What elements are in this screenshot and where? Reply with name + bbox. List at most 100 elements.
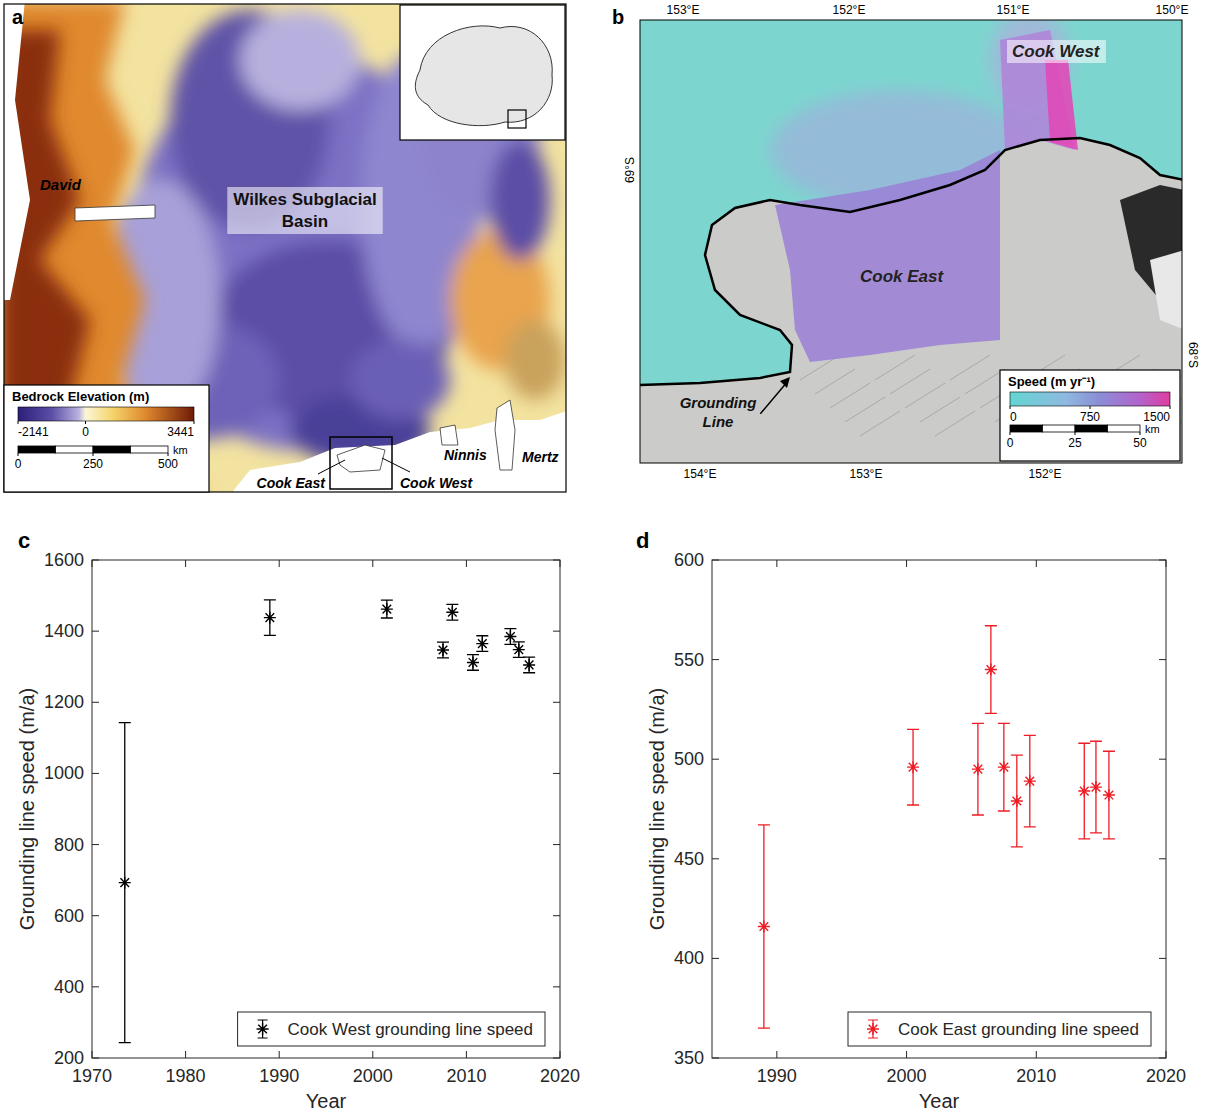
scale-unit: km [1145,423,1160,435]
grounding-label: GroundingLine [680,394,757,430]
x-tick-label: 2000 [353,1066,393,1086]
x-tick [1036,560,1037,567]
colorbar-tick [1090,406,1091,409]
x-tick [92,560,93,567]
data-point [523,659,535,671]
y-tick-label: 600 [674,550,704,570]
y-tick [712,560,719,561]
y-tick [1159,858,1166,859]
y-tick [92,844,99,845]
leader [382,458,410,472]
error-bar [998,723,1010,811]
data-point [513,644,525,656]
y-tick [1159,659,1166,660]
line: Grounding [680,394,757,411]
y-tick [553,560,560,561]
x-tick [279,560,280,567]
shelf-texture [965,369,1005,394]
data-point [1090,781,1102,793]
scale-unit: km [173,444,188,456]
legend: Cook East grounding line speed [867,1020,1139,1039]
data-point [504,630,516,642]
inset [400,5,565,140]
legend: Cook West grounding line speed [257,1020,533,1039]
x-tick-label: 2010 [1016,1066,1056,1086]
error-bar [1011,755,1023,847]
panel-letter: b [612,6,624,28]
colorbar-tick-label: 0 [82,425,89,439]
map-frame [4,4,566,492]
x-tick [92,1051,93,1058]
y-tick [553,915,560,916]
cook-east-flow [775,150,1000,362]
error-bar [437,642,449,658]
place-label: Ninnis [444,447,487,463]
scale-segment [1043,425,1076,432]
ice-shelf [640,138,1182,463]
data-point [985,664,997,676]
shelf-texture [950,355,990,380]
data-point [119,877,131,889]
y-tick [92,631,99,632]
error-bar [1024,735,1036,827]
lon-label: 151°E [997,3,1030,17]
map-b-body [640,20,1182,463]
legend-error-bar [258,1020,268,1038]
map-frame [640,20,1182,463]
y-tick-label: 1200 [44,692,84,712]
grounding-line [640,138,1182,385]
x-tick-label: 2010 [446,1066,486,1086]
legend-box [1000,370,1180,461]
x-tick [185,1051,186,1058]
x-tick [776,1051,777,1058]
scale-segment [93,446,131,453]
y-tick-label: 350 [674,1048,704,1068]
legend-marker [257,1023,269,1035]
colorbar-title: Bedrock Elevation (m) [12,389,149,404]
x-tick [560,560,561,567]
colorbar-tick [1010,406,1011,409]
x-tick [185,560,186,567]
plot-marks [119,600,535,1043]
error-bar [467,655,479,671]
y-tick-label: 550 [674,650,704,670]
legend-label: Cook East grounding line speed [898,1020,1139,1039]
colorbar-tick-label: 1500 [1143,410,1170,424]
colorbar-tick [1170,406,1171,409]
shelf-texture [890,369,930,394]
plot-frame [712,560,1166,1058]
cook-west-fast [1045,60,1078,150]
y-tick [92,986,99,987]
shelf-texture [905,383,945,408]
panel-letter: c [18,528,30,553]
y-axis-title: Grounding line speed (m/a) [646,688,668,930]
plot-frame [92,560,560,1058]
colorbar [18,407,194,421]
glacier-tongue [337,445,385,472]
scale-tick [93,453,94,456]
y-tick-label: 1000 [44,763,84,783]
x-tick [1166,560,1167,567]
inset-antarctica [415,26,552,126]
x-axis-title: Year [306,1090,347,1112]
scale-tick [1010,432,1011,435]
y-tick [1159,560,1166,561]
y-tick-label: 600 [54,906,84,926]
error-bar [1090,741,1102,833]
y-tick [1159,759,1166,760]
y-tick-label: 500 [674,749,704,769]
legend-box [848,1012,1151,1046]
scale-tick [18,453,19,456]
colorbar-tick-label: 750 [1080,410,1100,424]
y-tick-label: 450 [674,849,704,869]
x-tick [560,1051,561,1058]
y-tick [92,560,99,561]
scale-segment [56,446,94,453]
scale-tick [1140,432,1141,435]
bedrock-blob [240,10,360,110]
y-tick-label: 1400 [44,621,84,641]
y-tick [553,631,560,632]
bedrock-blob [490,140,550,260]
error-bar [1103,751,1115,839]
colorbar-tick [18,421,19,424]
